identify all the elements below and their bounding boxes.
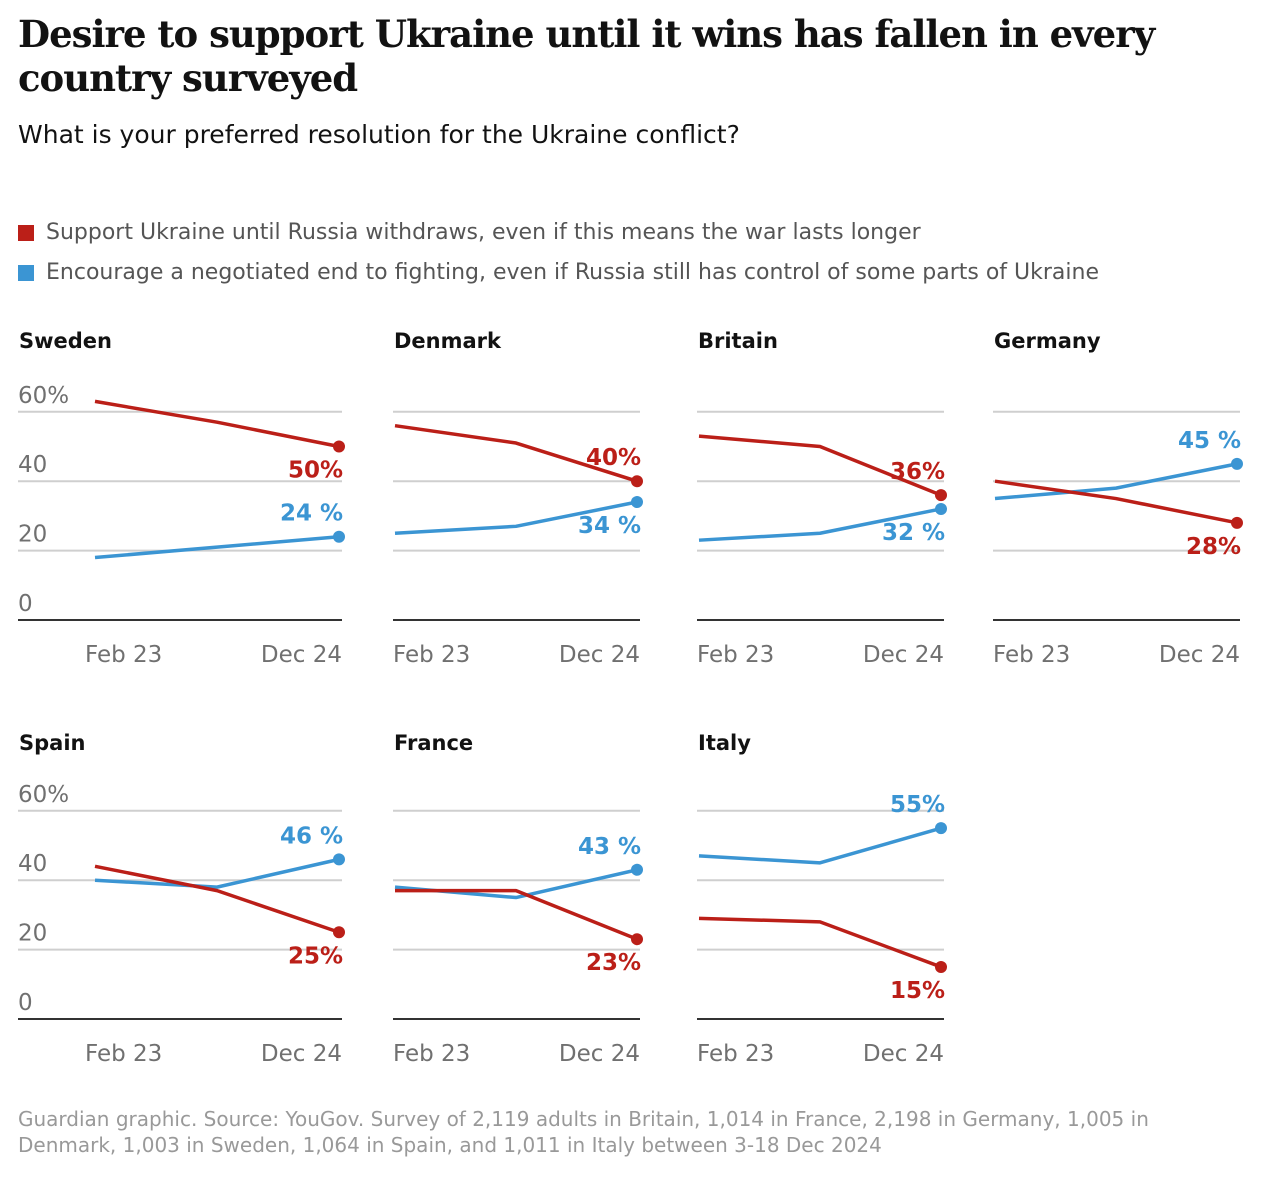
- support-value-label: 25%: [288, 943, 343, 969]
- negotiate-line-germany: [994, 462, 1238, 501]
- negotiate-value-label: 45 %: [1178, 428, 1241, 454]
- negotiate-line-britain: [698, 507, 942, 542]
- x-tick-label: Dec 24: [261, 1041, 342, 1067]
- x-tick-label: Dec 24: [559, 1041, 640, 1067]
- legend-item-negotiate: Encourage a negotiated end to fighting, …: [18, 260, 1099, 285]
- negotiate-value-label: 43 %: [578, 834, 641, 860]
- support-end-point: [935, 489, 947, 502]
- support-line-germany: [994, 479, 1238, 525]
- support-end-point: [1231, 516, 1243, 529]
- negotiate-end-point: [333, 853, 345, 866]
- support-line-britain: [698, 434, 942, 497]
- y-tick-label: 40: [18, 452, 47, 478]
- legend-swatch-negotiate: [18, 264, 34, 281]
- x-tick-label: Feb 23: [85, 642, 162, 668]
- x-tick-label: Feb 23: [993, 642, 1070, 668]
- y-tick-label: 20: [18, 522, 47, 548]
- support-value-label: 50%: [288, 458, 343, 484]
- support-value-label: 28%: [1186, 534, 1241, 560]
- panel-title-germany: Germany: [994, 329, 1101, 353]
- source-note: Guardian graphic. Source: YouGov. Survey…: [18, 1107, 1149, 1157]
- negotiate-line-france: [394, 868, 638, 900]
- panel-title-france: France: [394, 731, 473, 755]
- panel-title-britain: Britain: [698, 329, 778, 353]
- support-line-denmark: [394, 423, 638, 483]
- negotiate-line-denmark: [394, 500, 638, 535]
- legend-label-support: Support Ukraine until Russia withdraws, …: [46, 220, 921, 245]
- negotiate-end-point: [631, 863, 643, 876]
- y-tick-label: 0: [18, 990, 33, 1016]
- panel-title-spain: Spain: [19, 731, 85, 755]
- support-end-point: [631, 933, 643, 946]
- negotiate-value-label: 24 %: [280, 501, 343, 527]
- negotiate-value-label: 32 %: [882, 520, 945, 546]
- legend-swatch-support: [18, 224, 34, 241]
- x-tick-label: Dec 24: [863, 1041, 944, 1067]
- x-tick-label: Feb 23: [85, 1041, 162, 1067]
- support-value-label: 40%: [586, 445, 641, 471]
- legend-item-support: Support Ukraine until Russia withdraws, …: [18, 220, 921, 245]
- support-end-point: [935, 960, 947, 973]
- panel-title-sweden: Sweden: [19, 329, 112, 353]
- y-tick-label: 60%: [18, 782, 69, 808]
- x-tick-label: Dec 24: [863, 642, 944, 668]
- negotiate-end-point: [1231, 457, 1243, 470]
- y-tick-label: 40: [18, 851, 47, 877]
- negotiate-line-spain: [94, 857, 340, 889]
- x-tick-label: Dec 24: [559, 642, 640, 668]
- negotiate-end-point: [935, 502, 947, 515]
- support-line-france: [395, 888, 638, 941]
- support-end-point: [333, 926, 345, 939]
- negotiate-value-label: 55%: [890, 792, 945, 818]
- negotiate-value-label: 34 %: [578, 513, 641, 539]
- x-tick-label: Feb 23: [393, 642, 470, 668]
- chart-subtitle: What is your preferred resolution for th…: [18, 120, 740, 149]
- support-value-label: 36%: [890, 459, 945, 485]
- panel-title-italy: Italy: [698, 731, 751, 755]
- y-tick-label: 20: [18, 921, 47, 947]
- panel-title-denmark: Denmark: [394, 329, 502, 353]
- negotiate-value-label: 46 %: [280, 823, 343, 849]
- support-line-spain: [94, 864, 340, 934]
- x-tick-label: Dec 24: [1159, 642, 1240, 668]
- negotiate-end-point: [631, 496, 643, 509]
- support-end-point: [333, 440, 345, 453]
- support-value-label: 15%: [890, 978, 945, 1004]
- y-tick-label: 60%: [18, 383, 69, 409]
- support-value-label: 23%: [586, 950, 641, 976]
- x-tick-label: Feb 23: [697, 642, 774, 668]
- negotiate-line-italy: [698, 826, 942, 865]
- legend-label-negotiate: Encourage a negotiated end to fighting, …: [46, 260, 1099, 285]
- support-line-sweden: [94, 399, 340, 449]
- negotiate-end-point: [935, 822, 947, 835]
- x-tick-label: Dec 24: [261, 642, 342, 668]
- negotiate-line-sweden: [94, 534, 340, 560]
- x-tick-label: Feb 23: [697, 1041, 774, 1067]
- support-end-point: [631, 475, 643, 488]
- y-tick-label: 0: [18, 591, 33, 617]
- support-line-italy: [698, 916, 942, 969]
- negotiate-end-point: [333, 530, 345, 543]
- x-tick-label: Feb 23: [393, 1041, 470, 1067]
- chart-title: Desire to support Ukraine until it wins …: [18, 12, 1155, 100]
